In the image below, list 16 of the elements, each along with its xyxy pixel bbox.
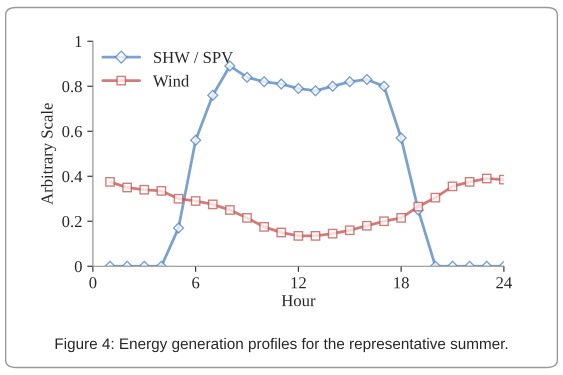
y-tick-label: 1: [76, 36, 82, 48]
y-tick-label: 0.2: [62, 216, 82, 228]
x-tick-label: 6: [192, 277, 200, 288]
x-tick-label: 24: [496, 277, 512, 288]
x-axis-title: Hour: [282, 295, 316, 306]
legend-label: SHW / SPV: [154, 52, 233, 64]
y-tick-label: 0.8: [62, 80, 82, 92]
y-tick-label: 0: [74, 260, 82, 272]
y-tick-label: 0.4: [62, 170, 82, 182]
y-axis-title: Arbitrary Scale: [40, 103, 56, 205]
legend-label: Wind: [152, 74, 190, 87]
caption: Figure 4: Energy generation profiles for the representative summer.: [56, 338, 508, 352]
x-tick-label: 18: [394, 277, 409, 288]
y-tick-label: 0.6: [62, 126, 82, 138]
x-tick-label: 0: [89, 277, 96, 288]
x-tick-label: 12: [292, 277, 306, 288]
